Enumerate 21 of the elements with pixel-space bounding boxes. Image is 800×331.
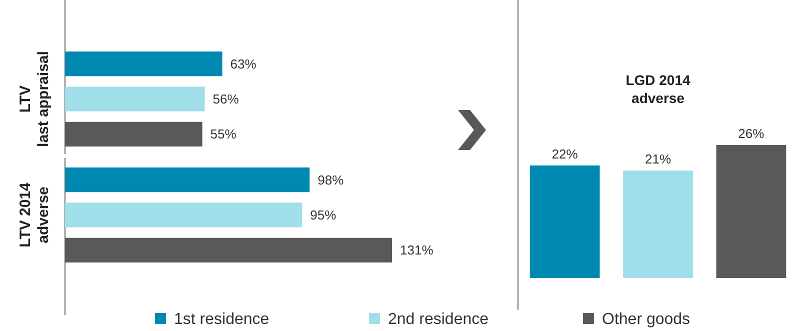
bar	[65, 86, 205, 112]
bar	[65, 52, 222, 76]
data-label: 26%	[738, 126, 765, 141]
data-label: 63%	[230, 56, 257, 72]
y-tick-label: LTV 2014 adverse	[17, 182, 52, 248]
bar	[65, 238, 392, 262]
legend-label: Other goods	[602, 311, 690, 328]
chart-title: LGD 2014 adverse	[626, 72, 691, 106]
data-label: 95%	[310, 207, 337, 222]
data-label: 56%	[212, 92, 240, 107]
bar	[65, 202, 302, 228]
bar	[65, 122, 202, 147]
legend-label: 2nd residence	[388, 311, 489, 328]
data-label: 131%	[400, 242, 434, 258]
data-label: 21%	[644, 152, 672, 167]
y-tick-label: LTV last appraisal	[17, 51, 52, 147]
legend-label: 1st residence	[174, 311, 270, 328]
data-label: 22%	[552, 146, 578, 162]
bar	[65, 167, 310, 192]
data-label: 55%	[210, 126, 237, 142]
data-label: 98%	[318, 172, 344, 188]
